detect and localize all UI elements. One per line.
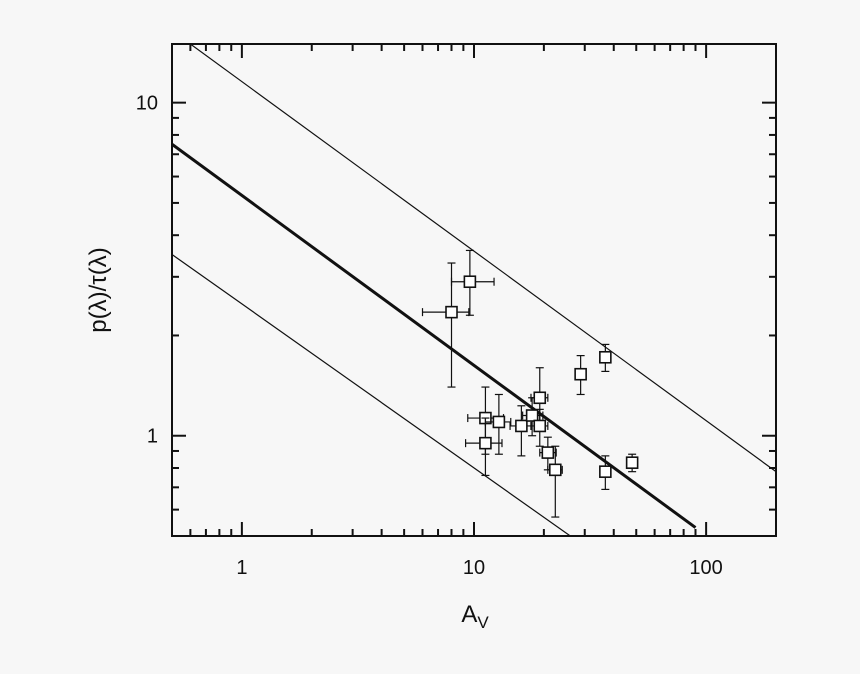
data-point — [539, 436, 557, 471]
square-marker — [549, 463, 562, 477]
data-point — [547, 445, 563, 518]
square-marker — [515, 419, 528, 433]
y-tick-label: 1 — [147, 426, 158, 448]
tick-labels: 1 10 100 1 10 — [136, 93, 723, 579]
data-point — [574, 355, 587, 396]
data-point — [522, 397, 544, 437]
y-tick-label: 10 — [136, 93, 158, 115]
square-marker — [525, 409, 539, 422]
data-point — [599, 343, 612, 373]
square-marker — [479, 436, 492, 450]
x-axis-title-sub: V — [477, 613, 489, 632]
x-axis-title-main: A — [461, 601, 477, 628]
x-axis-title: AV — [461, 601, 489, 632]
bound-line — [172, 254, 571, 536]
bound-line — [190, 44, 776, 473]
square-marker — [445, 305, 458, 319]
fit-lines — [172, 44, 776, 536]
square-marker — [492, 415, 506, 429]
data-point — [599, 455, 612, 491]
axis-ticks — [171, 44, 777, 537]
data-point — [530, 367, 549, 423]
square-marker — [533, 391, 547, 405]
data-point — [625, 453, 639, 473]
y-axis-title: p(λ)/τ(λ) — [85, 247, 112, 332]
data-points — [421, 249, 639, 518]
x-tick-label: 10 — [463, 557, 485, 579]
data-point — [464, 417, 503, 477]
square-marker — [463, 275, 477, 289]
data-point — [530, 408, 549, 447]
square-marker — [533, 419, 547, 433]
data-point — [484, 393, 512, 455]
square-marker — [599, 465, 612, 478]
plot-frame — [171, 43, 777, 537]
square-marker — [574, 367, 587, 381]
square-marker — [625, 456, 639, 469]
square-marker — [541, 446, 555, 459]
x-tick-label: 1 — [236, 557, 247, 579]
x-tick-label: 100 — [689, 557, 722, 579]
best-fit-line — [172, 143, 697, 529]
square-marker — [599, 350, 612, 364]
data-point — [450, 249, 495, 316]
